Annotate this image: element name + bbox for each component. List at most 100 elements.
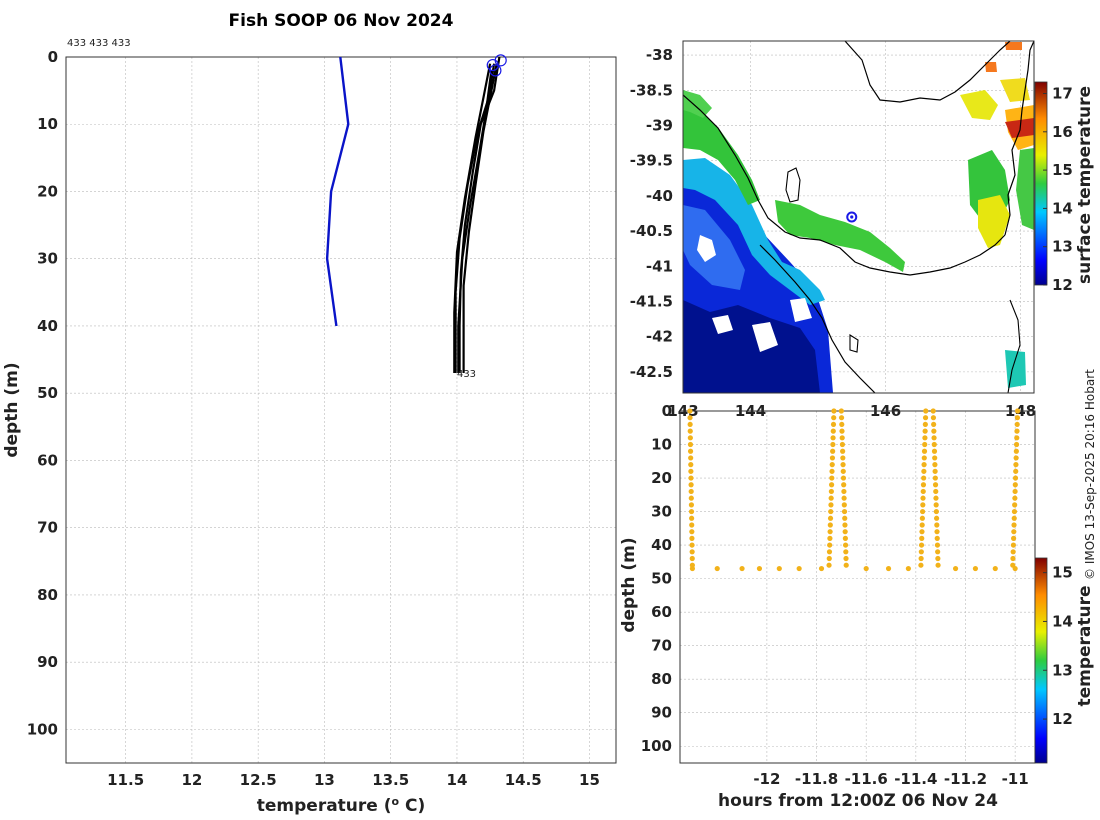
cast-point bbox=[829, 468, 835, 474]
profile-y-tick-label: 20 bbox=[37, 182, 58, 200]
cast-point bbox=[826, 562, 832, 568]
cast-point bbox=[931, 441, 937, 448]
profile-y-ticks: 0 10 20 30 40 50 60 70 80 90 100 bbox=[27, 48, 58, 738]
cast-point bbox=[688, 508, 695, 515]
coastline-east bbox=[1004, 41, 1034, 236]
cast-point bbox=[1010, 549, 1016, 555]
bottom-point bbox=[992, 565, 998, 572]
bottom-point bbox=[905, 565, 911, 572]
cast-point bbox=[688, 488, 694, 495]
cast-point bbox=[918, 542, 925, 548]
bottom-point bbox=[972, 565, 979, 572]
bottom-point bbox=[952, 565, 959, 572]
profile-grid bbox=[66, 56, 616, 763]
time-depth-y-tick-label: 50 bbox=[651, 570, 672, 588]
cast-point bbox=[1013, 448, 1019, 454]
cast-point bbox=[934, 542, 941, 548]
profile-x-tick-label: 12 bbox=[181, 771, 202, 789]
sst-ne-orange bbox=[985, 42, 1022, 72]
cast-point bbox=[918, 555, 924, 562]
profile-axes-frame bbox=[65, 56, 617, 764]
cast-point bbox=[932, 475, 938, 481]
coastline-se bbox=[1007, 299, 1021, 393]
time-depth-x-tick-label: -12 bbox=[753, 770, 780, 788]
cast-point bbox=[1014, 421, 1020, 428]
cast-point bbox=[842, 542, 849, 548]
cast-point bbox=[1015, 408, 1021, 414]
cast-point bbox=[931, 448, 938, 454]
time-depth-y-tick-label: 20 bbox=[651, 469, 672, 487]
cast-point bbox=[829, 455, 836, 461]
time-depth-y-tick-label: 10 bbox=[651, 436, 672, 454]
cast-point bbox=[689, 555, 695, 562]
cast-point bbox=[1011, 522, 1017, 528]
time-depth-colorbar-ticks: 12 13 14 15 bbox=[1043, 564, 1073, 728]
sst-green-strait bbox=[775, 200, 905, 272]
cast-point bbox=[828, 508, 834, 515]
bottom-point bbox=[796, 565, 802, 572]
profile-y-tick-label: 80 bbox=[37, 586, 58, 604]
cast-point bbox=[920, 482, 927, 488]
cast-point bbox=[687, 435, 693, 441]
cast-point bbox=[1010, 542, 1016, 548]
cast-point bbox=[932, 462, 938, 468]
time-depth-colorbar-label: temperature bbox=[1075, 585, 1095, 706]
cast-point bbox=[688, 482, 694, 488]
cast-point bbox=[826, 555, 832, 562]
cast-point bbox=[923, 408, 929, 414]
sst-green-patch bbox=[683, 90, 712, 118]
cast-point bbox=[843, 549, 849, 555]
time-depth-colorbar bbox=[1034, 557, 1048, 764]
bottom-point bbox=[739, 565, 745, 572]
time-depth-x-tick-label: -11.6 bbox=[845, 770, 888, 788]
cast-point bbox=[841, 482, 847, 488]
profile-line-climatology bbox=[325, 56, 350, 327]
cast-point bbox=[932, 455, 938, 461]
cast-point bbox=[827, 515, 834, 521]
cast-point bbox=[920, 508, 926, 515]
ship-marker-ring bbox=[846, 211, 858, 223]
time-depth-colorbar-tick-label: 14 bbox=[1052, 612, 1073, 630]
time-depth-y-tick-label: 100 bbox=[641, 737, 672, 755]
sst-cool-band bbox=[683, 158, 825, 305]
cast-point bbox=[688, 468, 694, 474]
profile-y-tick-label: 50 bbox=[37, 384, 58, 402]
map-axes-frame bbox=[682, 40, 1035, 394]
profile-y-tick-label: 70 bbox=[37, 519, 58, 537]
cast-point bbox=[931, 428, 937, 434]
figure-title: Fish SOOP 06 Nov 2024 bbox=[229, 11, 454, 31]
bottom-point bbox=[1012, 565, 1018, 572]
map-colorbar-label: surface temperature bbox=[1075, 86, 1095, 284]
island-2 bbox=[849, 334, 859, 353]
cast-point bbox=[689, 535, 695, 541]
cast-point bbox=[687, 421, 693, 428]
cast-point bbox=[840, 462, 846, 468]
cast-point bbox=[839, 435, 845, 441]
cast-point bbox=[922, 441, 928, 448]
map-y-tick-label: -40.5 bbox=[630, 222, 673, 240]
cast-point bbox=[828, 502, 834, 508]
cast-point bbox=[838, 415, 845, 421]
cast-point bbox=[827, 529, 833, 535]
cast-point bbox=[1012, 495, 1018, 501]
profile-y-tick-label: 30 bbox=[37, 250, 58, 268]
cast-point bbox=[930, 415, 937, 421]
profile-line-profile-1 bbox=[458, 56, 501, 373]
time-depth-panel: -12 -11.8 -11.6 -11.4 -11.2 -11 0 10 20 30 40 50 60… bbox=[619, 402, 1095, 811]
cast-point bbox=[932, 482, 939, 488]
cast-point bbox=[1013, 462, 1019, 468]
cast-point bbox=[1012, 488, 1018, 495]
profile-top-annotation: 433 433 433 bbox=[67, 38, 131, 49]
cast-point bbox=[931, 421, 937, 428]
cast-point bbox=[935, 562, 941, 568]
time-depth-x-tick-label: -11.8 bbox=[795, 770, 838, 788]
cast-point bbox=[933, 508, 939, 515]
cast-point bbox=[688, 475, 694, 481]
cast-point bbox=[920, 488, 926, 495]
sst-se-patch bbox=[1005, 350, 1026, 388]
cast-point bbox=[687, 441, 694, 448]
bottom-point bbox=[818, 565, 825, 572]
cast-point bbox=[827, 522, 833, 528]
cast-point bbox=[922, 415, 929, 421]
